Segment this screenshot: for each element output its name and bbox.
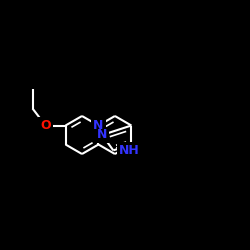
Text: N: N — [93, 119, 104, 132]
Text: N: N — [97, 128, 107, 141]
Text: NH: NH — [119, 144, 140, 157]
Text: O: O — [40, 119, 51, 132]
Text: N: N — [97, 128, 107, 141]
Text: N: N — [93, 119, 104, 132]
Text: O: O — [40, 119, 51, 132]
Text: NH: NH — [119, 144, 140, 157]
